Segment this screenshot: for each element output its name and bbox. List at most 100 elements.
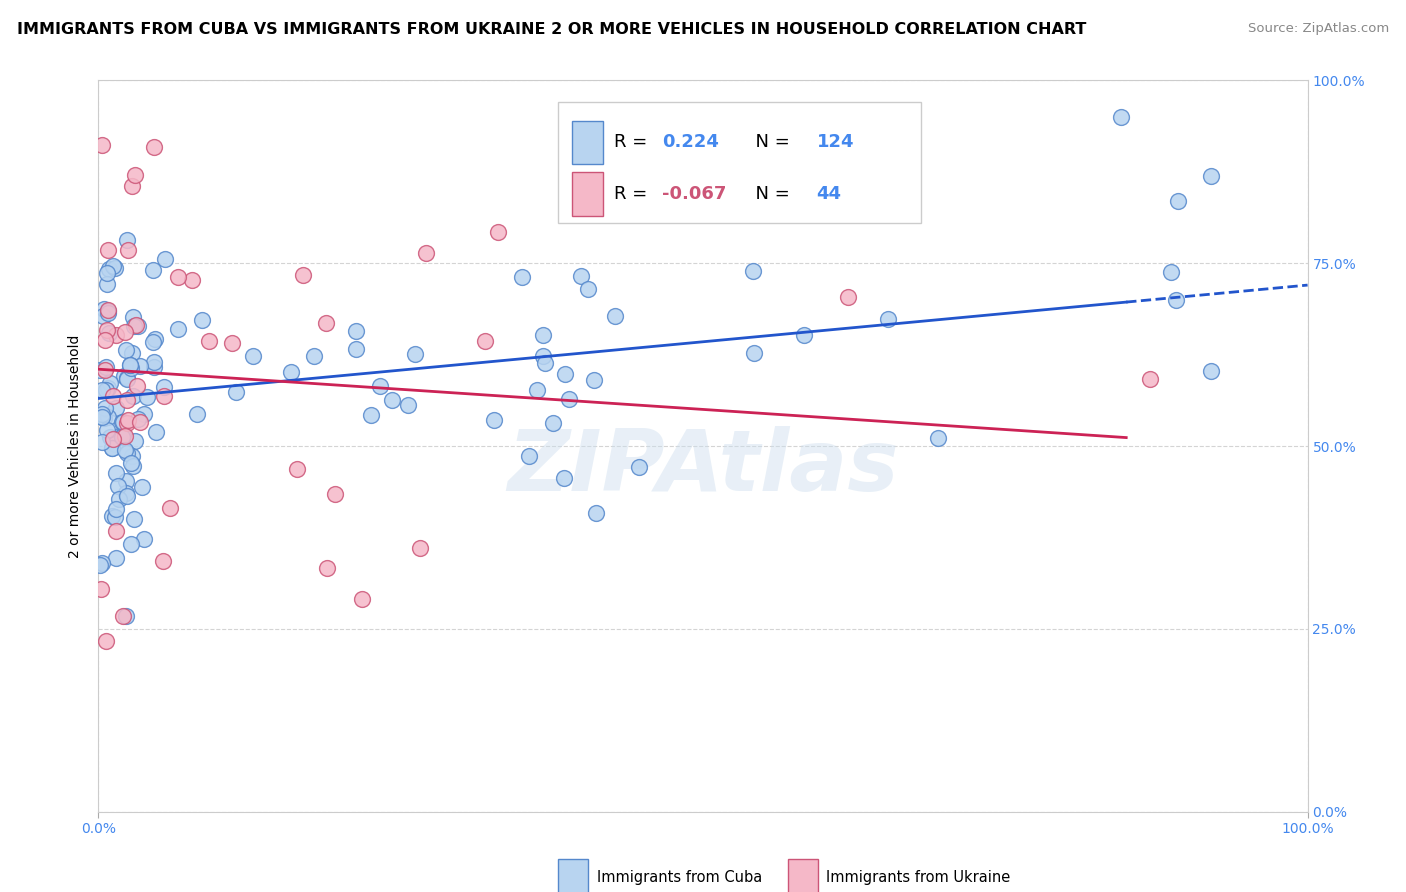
Point xyxy=(474,334,496,348)
Point xyxy=(143,332,166,346)
FancyBboxPatch shape xyxy=(572,171,603,216)
Point xyxy=(221,335,243,350)
Point xyxy=(531,328,554,343)
Text: N =: N = xyxy=(744,134,796,152)
Point xyxy=(118,359,141,373)
Point xyxy=(91,556,114,570)
Point xyxy=(304,349,326,363)
Point xyxy=(344,324,367,338)
Point xyxy=(142,334,165,349)
Point xyxy=(104,437,127,451)
Point xyxy=(368,378,391,392)
Point xyxy=(142,354,165,368)
Point xyxy=(90,407,112,421)
Point xyxy=(117,243,139,257)
Point xyxy=(103,388,125,402)
Point xyxy=(129,359,152,373)
Text: ZIPAtlas: ZIPAtlas xyxy=(508,426,898,509)
Point xyxy=(1199,364,1222,378)
Point xyxy=(117,489,139,503)
Point xyxy=(121,310,143,324)
Point xyxy=(315,316,337,330)
Point xyxy=(519,450,541,464)
Point xyxy=(107,478,129,492)
Point xyxy=(285,462,308,476)
Point xyxy=(98,376,121,390)
Point xyxy=(121,389,143,403)
Point xyxy=(128,415,150,429)
Point xyxy=(627,459,650,474)
Point xyxy=(96,322,118,336)
Point xyxy=(98,262,121,277)
Point xyxy=(1160,265,1182,279)
Point xyxy=(89,363,111,377)
Point xyxy=(152,379,174,393)
Point xyxy=(159,501,181,516)
Point xyxy=(93,410,115,425)
Point xyxy=(104,501,127,516)
FancyBboxPatch shape xyxy=(787,859,818,892)
Point xyxy=(114,609,136,624)
Point xyxy=(115,416,138,430)
Point xyxy=(115,371,138,385)
Point xyxy=(121,179,143,194)
Point xyxy=(576,282,599,296)
Point xyxy=(97,302,120,317)
Point xyxy=(101,441,124,455)
Point xyxy=(415,246,437,260)
Point xyxy=(554,368,576,382)
Point xyxy=(101,441,124,455)
Point xyxy=(98,326,121,340)
Point xyxy=(280,365,302,379)
Point xyxy=(124,434,146,448)
Point xyxy=(101,508,124,523)
Point xyxy=(225,384,247,399)
Point xyxy=(105,328,128,343)
Point xyxy=(93,363,115,377)
Point xyxy=(131,480,153,494)
Point xyxy=(94,333,117,347)
Point xyxy=(111,428,134,442)
Point xyxy=(97,303,120,318)
Point xyxy=(837,291,859,305)
Text: R =: R = xyxy=(613,185,652,202)
Point xyxy=(1201,169,1223,183)
Point xyxy=(112,415,135,429)
Point xyxy=(118,358,141,372)
Point xyxy=(582,373,605,387)
Point xyxy=(101,259,124,273)
Point xyxy=(142,140,165,154)
Point xyxy=(484,413,506,427)
Point xyxy=(1166,293,1188,307)
Point xyxy=(145,425,167,439)
Point xyxy=(132,407,155,421)
FancyBboxPatch shape xyxy=(558,859,588,892)
FancyBboxPatch shape xyxy=(558,103,921,223)
Point xyxy=(104,401,127,416)
Point xyxy=(90,409,112,424)
Point xyxy=(603,309,626,323)
Point xyxy=(96,266,118,280)
Point xyxy=(96,277,118,291)
Point xyxy=(122,318,145,333)
Point xyxy=(132,533,155,547)
Text: N =: N = xyxy=(744,185,796,202)
Point xyxy=(344,343,367,357)
Text: 124: 124 xyxy=(817,134,855,152)
Point xyxy=(101,432,124,446)
Point xyxy=(142,263,165,277)
Text: R =: R = xyxy=(613,134,652,152)
Point xyxy=(191,312,214,326)
Point xyxy=(111,429,134,443)
Point xyxy=(108,492,131,507)
Point xyxy=(117,372,139,386)
Point xyxy=(91,384,114,398)
Point xyxy=(115,233,138,247)
Point xyxy=(316,561,339,575)
Point xyxy=(404,347,426,361)
Point xyxy=(1109,110,1132,124)
Point xyxy=(186,408,208,422)
Point xyxy=(553,471,575,485)
Point xyxy=(93,301,115,316)
Point xyxy=(96,384,118,398)
